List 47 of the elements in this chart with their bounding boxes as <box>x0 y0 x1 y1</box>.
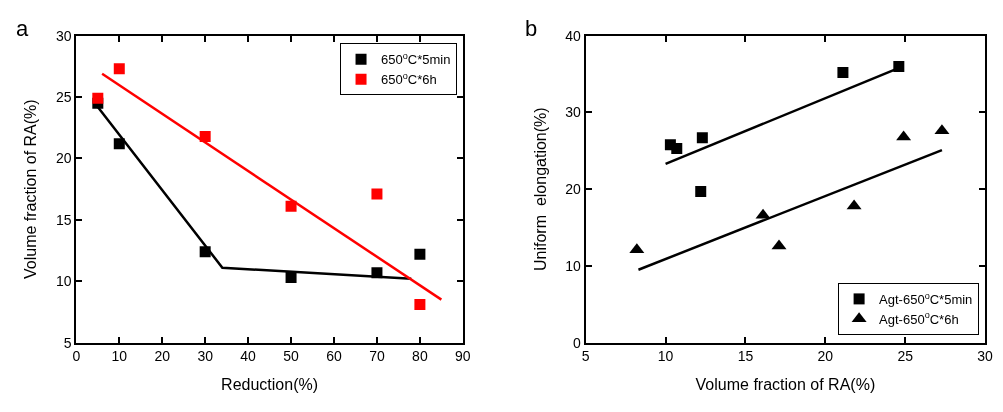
y-tick-label: 15 <box>55 211 72 228</box>
point <box>285 272 297 284</box>
y-tick-label: 30 <box>55 27 72 44</box>
y-tick-label: 25 <box>55 89 72 105</box>
y-tick-label: 20 <box>565 181 582 198</box>
legend-label: 650$^{o}$C*6h <box>381 70 437 88</box>
point <box>671 143 683 155</box>
x-tick-label: 50 <box>283 348 300 365</box>
point <box>285 200 297 212</box>
y-tick-label: 10 <box>565 257 582 274</box>
y-tick-label: 20 <box>55 150 72 167</box>
x-tick-label: 20 <box>154 348 171 365</box>
x-tick-label: 30 <box>977 348 994 365</box>
x-tick-label: 25 <box>897 348 914 365</box>
x-tick-label: 90 <box>455 348 471 365</box>
x-tick-label: 15 <box>737 348 754 365</box>
point <box>893 60 905 72</box>
y-tick-label: 10 <box>55 273 72 290</box>
point <box>371 188 383 200</box>
x-tick-label: 80 <box>412 348 428 365</box>
point <box>113 63 125 75</box>
point <box>414 248 426 260</box>
x-tick-label: 40 <box>240 348 257 365</box>
point <box>414 299 426 311</box>
point <box>92 92 104 104</box>
x-tick-label: 10 <box>111 348 128 365</box>
x-axis-title: Reduction(%) <box>221 375 319 393</box>
y-tick-label: 30 <box>565 104 582 121</box>
y-tick-label: 0 <box>573 334 582 351</box>
legend-label: Agt-650$^{o}$C*6h <box>879 310 959 327</box>
y-axis-title: Uniform elongation(%) <box>531 107 549 271</box>
y-axis-title: Volume fraction of RA(%) <box>22 99 40 279</box>
legend-label: Agt-650$^{o}$C*5min <box>879 290 973 307</box>
chart-title: a <box>16 16 29 41</box>
chart-title: b <box>525 16 538 41</box>
point <box>695 185 707 197</box>
y-tick-label: 5 <box>63 334 72 351</box>
point <box>837 67 849 79</box>
x-axis-title: Volume fraction of RA(%) <box>695 375 876 393</box>
x-tick-label: 30 <box>197 348 214 365</box>
x-tick-label: 20 <box>817 348 834 365</box>
x-tick-label: 10 <box>657 348 674 365</box>
y-tick-label: 40 <box>565 27 582 44</box>
x-tick-label: 70 <box>369 348 385 365</box>
legend-label: 650$^{o}$C*5min <box>381 50 451 68</box>
x-tick-label: 60 <box>326 348 342 365</box>
point <box>696 132 708 144</box>
